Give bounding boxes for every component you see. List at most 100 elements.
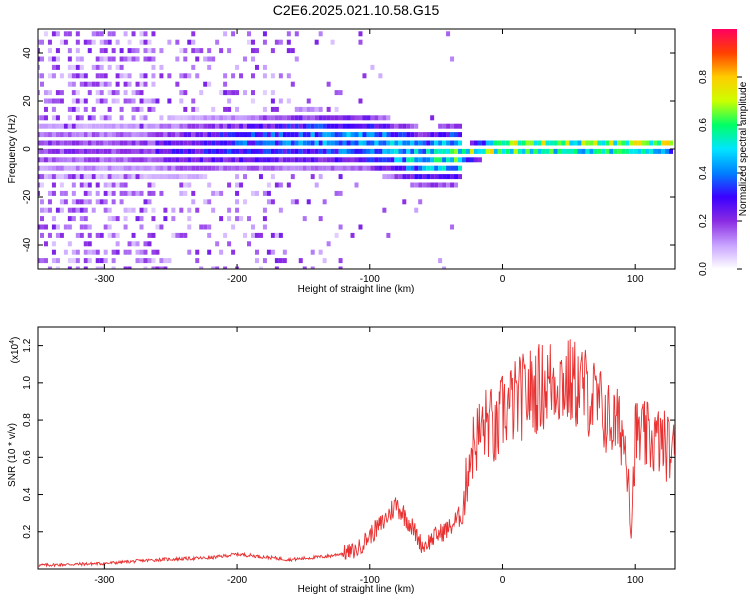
heatmap-cell — [103, 81, 108, 87]
heatmap-cell — [270, 73, 275, 79]
heatmap-cell — [123, 249, 128, 255]
heatmap-cell — [414, 174, 419, 180]
heatmap-cell — [87, 132, 92, 138]
heatmap-cell — [477, 148, 482, 154]
heatmap-cell — [665, 148, 670, 154]
heatmap-cell — [195, 106, 200, 112]
heatmap-cell — [123, 73, 128, 79]
heatmap-cell — [71, 216, 76, 222]
heatmap-cell — [239, 216, 244, 222]
heatmap-cell — [111, 266, 116, 269]
heatmap-cell — [195, 140, 200, 146]
heatmap-cell — [262, 73, 267, 79]
heatmap-cell — [434, 132, 439, 138]
heatmap-cell — [438, 123, 443, 129]
heatmap-cell — [123, 165, 128, 171]
heatmap-cell — [139, 249, 144, 255]
heatmap-cell — [163, 174, 168, 180]
heatmap-cell — [99, 199, 104, 205]
heatmap-cell — [38, 148, 40, 154]
heatmap-cell — [203, 132, 208, 138]
heatmap-cell — [266, 249, 271, 255]
heatmap-cell — [338, 174, 343, 180]
heatmap-cell — [115, 98, 120, 104]
colorbar-gradient — [712, 29, 737, 269]
heatmap-cell — [318, 148, 323, 154]
heatmap-cell — [95, 165, 100, 171]
heatmap-cell — [442, 140, 447, 146]
heatmap-cell — [71, 249, 76, 255]
heatmap-cell — [167, 140, 172, 146]
heatmap-cell — [362, 165, 367, 171]
heatmap-cell — [203, 174, 208, 180]
heatmap-cell — [67, 132, 72, 138]
heatmap-cell — [414, 148, 419, 154]
heatmap-cell — [438, 148, 443, 154]
heatmap-cell — [565, 148, 570, 154]
heatmap-cell — [597, 148, 602, 154]
heatmap-cell — [159, 148, 164, 154]
heatmap-cell — [446, 157, 451, 163]
heatmap-cell — [477, 157, 482, 163]
heatmap-cell — [59, 98, 64, 104]
heatmap-cell — [119, 123, 124, 129]
heatmap-cell — [191, 39, 196, 45]
heatmap-cell — [107, 207, 112, 213]
heatmap-cell — [199, 132, 204, 138]
heatmap-cell — [75, 106, 80, 112]
heatmap-cell — [258, 140, 263, 146]
heatmap-cell — [266, 190, 271, 196]
heatmap-cell — [47, 56, 52, 62]
heatmap-cell — [131, 31, 136, 37]
heatmap-cell — [71, 199, 76, 205]
heatmap-cell — [211, 207, 216, 213]
heatmap-cell — [469, 148, 474, 154]
heatmap-cell — [127, 241, 132, 247]
heatmap-cell — [135, 249, 140, 255]
heatmap-cell — [163, 258, 168, 264]
heatmap-cell — [38, 132, 40, 138]
heatmap-cell — [123, 216, 128, 222]
heatmap-cell — [43, 90, 48, 96]
heatmap-cell — [243, 174, 248, 180]
heatmap-cell — [294, 148, 299, 154]
heatmap-cell — [123, 207, 128, 213]
heatmap-cell — [406, 165, 411, 171]
heatmap-cell — [179, 232, 184, 238]
heatmap-cell — [322, 258, 327, 264]
heatmap-cell — [270, 249, 275, 255]
heatmap-cell — [199, 165, 204, 171]
heatmap-cell — [79, 123, 84, 129]
heatmap-cell — [151, 190, 156, 196]
heatmap-cell — [91, 115, 96, 121]
heatmap-cell — [223, 148, 228, 154]
heatmap-cell — [247, 115, 252, 121]
heatmap-cell — [358, 39, 363, 45]
heatmap-cell — [55, 224, 60, 230]
colorbar-ticks: 0.00.20.40.60.8 — [698, 70, 742, 276]
heatmap-cell — [306, 98, 311, 104]
heatmap-cell — [601, 148, 606, 154]
heatmap-cell — [187, 224, 192, 230]
heatmap-cell — [310, 165, 315, 171]
heatmap-cell — [103, 199, 108, 205]
heatmap-cell — [370, 140, 375, 146]
heatmap-cell — [426, 132, 431, 138]
heatmap-cell — [231, 165, 236, 171]
heatmap-cell — [286, 140, 291, 146]
heatmap-cell — [191, 174, 196, 180]
heatmap-cell — [63, 132, 68, 138]
heatmap-cell — [549, 148, 554, 154]
heatmap-cell — [318, 115, 323, 121]
x-tick-label: -200 — [227, 575, 247, 586]
colorbar-tick-label: 0.6 — [698, 118, 709, 132]
heatmap-cell — [211, 148, 216, 154]
heatmap-cell — [207, 224, 212, 230]
heatmap-cell — [625, 148, 630, 154]
heatmap-cell — [179, 157, 184, 163]
heatmap-cell — [235, 123, 240, 129]
heatmap-cell — [266, 182, 271, 188]
heatmap-cell — [127, 39, 132, 45]
heatmap-cell — [127, 81, 132, 87]
